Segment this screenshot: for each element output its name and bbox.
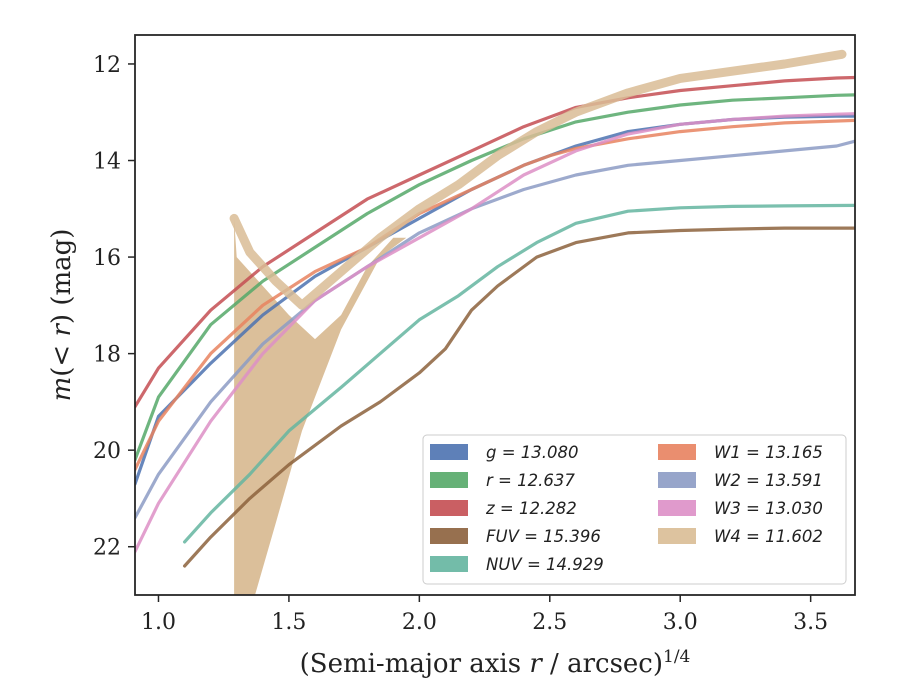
y-tick-label: 12 (93, 53, 121, 78)
legend-swatch-w1 (658, 444, 696, 460)
legend-swatch-r (430, 472, 468, 488)
legend-swatch-w2 (658, 472, 696, 488)
x-tick-label: 3.0 (663, 610, 698, 635)
x-axis-title-exponent: 1/4 (663, 647, 690, 667)
legend: g = 13.080 r = 12.637 z = 12.282 FUV = 15.3… (422, 434, 847, 585)
series-line-w1 (135, 118, 855, 472)
legend-label-fuv: FUV = 15.396 (486, 527, 601, 546)
x-tick-label: 3.5 (793, 610, 828, 635)
legend-swatch-z (430, 500, 468, 516)
plot-frame (134, 34, 856, 596)
legend-swatch-g (430, 444, 468, 460)
legend-label-g: g = 13.080 (486, 443, 579, 462)
legend-label-z: z = 12.282 (485, 499, 577, 518)
legend-label-w2: W2 = 13.591 (714, 471, 823, 490)
legend-label-w1: W1 = 13.165 (714, 443, 823, 462)
series-line-w4 (229, 49, 847, 310)
legend-label-w3: W3 = 13.030 (714, 499, 823, 518)
y-tick-label: 20 (93, 439, 121, 464)
x-axis-title-unit: / arcsec) (542, 649, 663, 679)
legend-swatch-fuv (430, 528, 468, 544)
y-tick-label: 18 (93, 343, 121, 368)
x-tick-label: 1.5 (271, 610, 306, 635)
legend-label-r: r = 12.637 (486, 471, 575, 490)
series-line-w3 (135, 112, 855, 554)
y-tick-label: 22 (93, 536, 121, 561)
series-line-fuv (183, 226, 855, 568)
series-band-w4 (234, 218, 407, 595)
legend-label-nuv: NUV = 14.929 (486, 555, 604, 574)
x-tick-label: 2.5 (532, 610, 567, 635)
x-axis-title: (Semi-major axis r / arcsec)1/4 (300, 647, 691, 679)
y-tick-label: 14 (93, 150, 121, 175)
series-line-r (135, 93, 855, 462)
series-line-nuv (183, 203, 855, 544)
series-line-w2 (135, 139, 855, 520)
y-tick-label: 16 (93, 246, 121, 271)
legend-swatch-w4 (658, 528, 696, 544)
x-axis-title-var: r (529, 649, 543, 679)
series-line-z (135, 75, 855, 409)
series-layer (135, 49, 855, 595)
x-tick-label: 1.0 (141, 610, 176, 635)
ticks-layer: 1.0 1.5 2.0 2.5 3.0 3.5 12 14 16 18 20 22 (93, 53, 828, 635)
y-axis-title: m(< r) (mag) (47, 229, 77, 402)
x-tick-label: 2.0 (402, 610, 437, 635)
legend-frame (422, 434, 847, 585)
x-axis-title-main: (Semi-major axis (300, 649, 530, 679)
legend-label-w4: W4 = 11.602 (714, 527, 823, 546)
legend-swatch-w3 (658, 500, 696, 516)
legend-swatch-nuv (430, 556, 468, 572)
